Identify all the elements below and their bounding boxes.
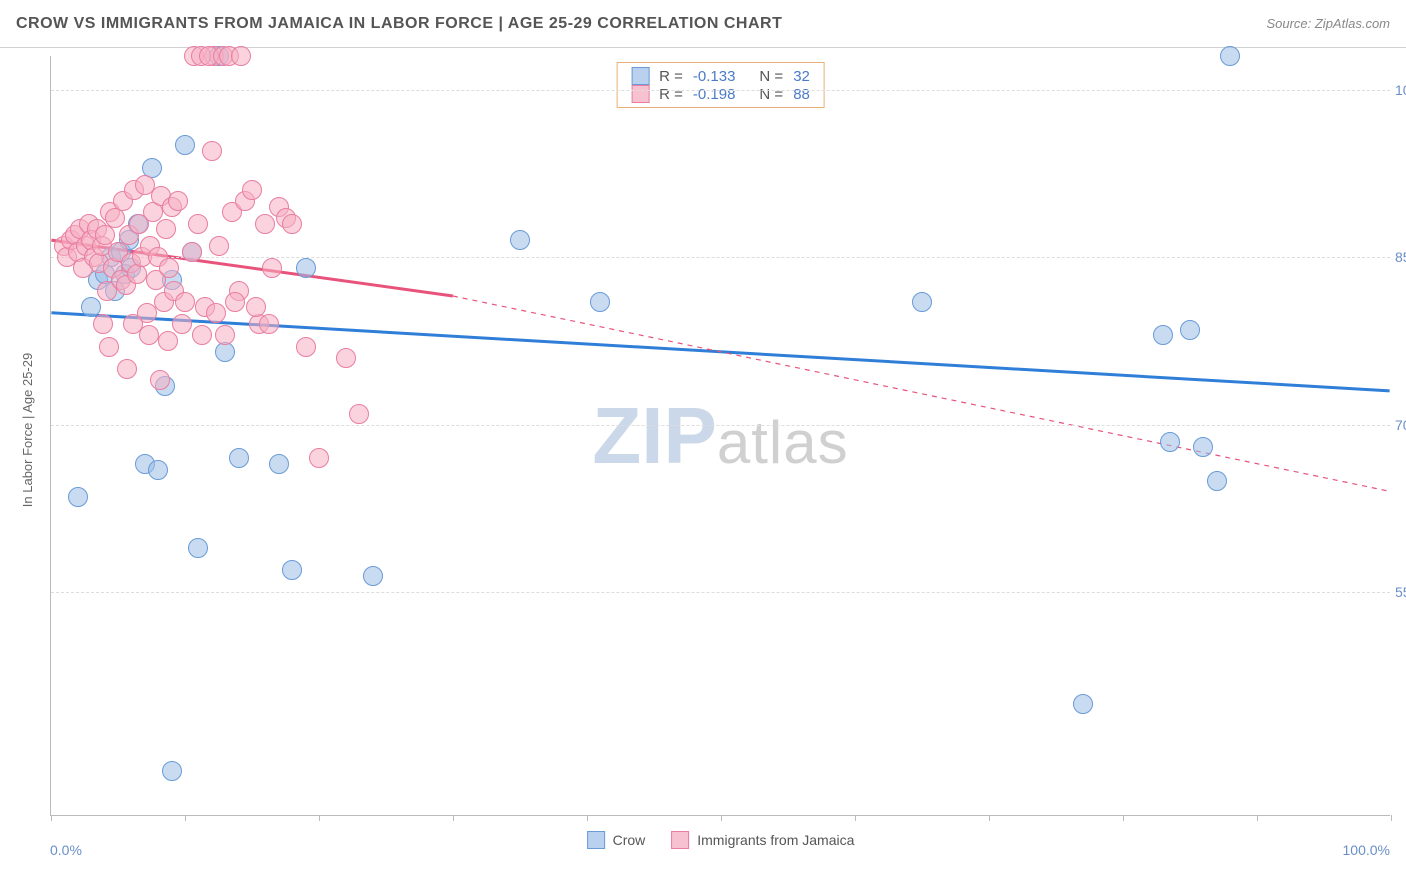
- point-jamaica: [349, 404, 369, 424]
- gridline: [51, 257, 1390, 258]
- x-tick: [453, 815, 454, 821]
- legend-n-value: 88: [793, 86, 810, 103]
- y-tick-label: 85.0%: [1395, 249, 1406, 265]
- x-tick: [989, 815, 990, 821]
- legend-stat-row: R = -0.133 N = 32: [631, 67, 810, 85]
- x-tick: [319, 815, 320, 821]
- point-crow: [296, 258, 316, 278]
- point-jamaica: [117, 359, 137, 379]
- point-jamaica: [139, 325, 159, 345]
- point-jamaica: [206, 303, 226, 323]
- y-tick-label: 100.0%: [1395, 82, 1406, 98]
- point-jamaica: [175, 292, 195, 312]
- point-jamaica: [231, 46, 251, 66]
- legend-swatch: [631, 85, 649, 103]
- legend-r-label: R =: [659, 86, 683, 103]
- point-jamaica: [255, 214, 275, 234]
- legend-stat-row: R = -0.198 N = 88: [631, 85, 810, 103]
- point-crow: [68, 487, 88, 507]
- point-jamaica: [95, 225, 115, 245]
- legend-n-label: N =: [759, 68, 783, 85]
- legend-label: Crow: [613, 832, 646, 848]
- legend-label: Immigrants from Jamaica: [697, 832, 854, 848]
- point-crow: [590, 292, 610, 312]
- point-crow: [1160, 432, 1180, 452]
- x-tick: [855, 815, 856, 821]
- point-crow: [175, 135, 195, 155]
- x-tick: [185, 815, 186, 821]
- point-jamaica: [215, 325, 235, 345]
- point-jamaica: [309, 448, 329, 468]
- legend-stats: R = -0.133 N = 32 R = -0.198 N = 88: [616, 62, 825, 108]
- point-crow: [162, 761, 182, 781]
- point-jamaica: [209, 236, 229, 256]
- legend-n-value: 32: [793, 68, 810, 85]
- point-jamaica: [188, 214, 208, 234]
- point-jamaica: [99, 337, 119, 357]
- point-crow: [363, 566, 383, 586]
- point-jamaica: [246, 297, 266, 317]
- x-tick: [587, 815, 588, 821]
- point-jamaica: [156, 219, 176, 239]
- point-jamaica: [192, 325, 212, 345]
- point-crow: [1153, 325, 1173, 345]
- legend-r-value: -0.133: [693, 68, 736, 85]
- point-jamaica: [242, 180, 262, 200]
- point-jamaica: [262, 258, 282, 278]
- legend-r-label: R =: [659, 68, 683, 85]
- point-crow: [1180, 320, 1200, 340]
- y-axis-label: In Labor Force | Age 25-29: [20, 353, 35, 507]
- point-crow: [1073, 694, 1093, 714]
- point-jamaica: [225, 292, 245, 312]
- point-jamaica: [296, 337, 316, 357]
- chart-title: CROW VS IMMIGRANTS FROM JAMAICA IN LABOR…: [16, 15, 782, 33]
- point-crow: [188, 538, 208, 558]
- point-jamaica: [282, 214, 302, 234]
- legend-r-value: -0.198: [693, 86, 736, 103]
- point-crow: [1220, 46, 1240, 66]
- legend-n-label: N =: [759, 86, 783, 103]
- gridline: [51, 592, 1390, 593]
- point-crow: [912, 292, 932, 312]
- point-jamaica: [158, 331, 178, 351]
- x-tick: [1123, 815, 1124, 821]
- legend-swatch: [671, 831, 689, 849]
- gridline: [51, 90, 1390, 91]
- point-jamaica: [168, 191, 188, 211]
- legend-swatch: [587, 831, 605, 849]
- trend-lines: [51, 56, 1390, 815]
- legend-swatch: [631, 67, 649, 85]
- watermark: ZIP atlas: [592, 390, 848, 482]
- x-tick: [721, 815, 722, 821]
- point-crow: [229, 448, 249, 468]
- gridline: [51, 425, 1390, 426]
- point-jamaica: [172, 314, 192, 334]
- y-tick-label: 55.0%: [1395, 584, 1406, 600]
- chart-source: Source: ZipAtlas.com: [1266, 16, 1390, 31]
- point-jamaica: [259, 314, 279, 334]
- point-crow: [1207, 471, 1227, 491]
- y-tick-label: 70.0%: [1395, 417, 1406, 433]
- point-jamaica: [202, 141, 222, 161]
- x-tick: [1257, 815, 1258, 821]
- point-crow: [282, 560, 302, 580]
- x-tick: [1391, 815, 1392, 821]
- legend-item: Crow: [587, 831, 646, 849]
- legend-bottom: Crow Immigrants from Jamaica: [587, 831, 855, 849]
- plot-area: ZIP atlas R = -0.133 N = 32R = -0.198 N = …: [50, 56, 1390, 816]
- point-jamaica: [150, 370, 170, 390]
- point-jamaica: [336, 348, 356, 368]
- x-tick: [51, 815, 52, 821]
- point-crow: [510, 230, 530, 250]
- point-jamaica: [182, 242, 202, 262]
- point-crow: [269, 454, 289, 474]
- x-axis-min-label: 0.0%: [50, 842, 82, 858]
- x-axis-max-label: 100.0%: [1343, 842, 1390, 858]
- point-jamaica: [93, 314, 113, 334]
- point-crow: [1193, 437, 1213, 457]
- point-jamaica: [159, 258, 179, 278]
- legend-item: Immigrants from Jamaica: [671, 831, 854, 849]
- point-crow: [148, 460, 168, 480]
- chart-header: CROW VS IMMIGRANTS FROM JAMAICA IN LABOR…: [0, 0, 1406, 48]
